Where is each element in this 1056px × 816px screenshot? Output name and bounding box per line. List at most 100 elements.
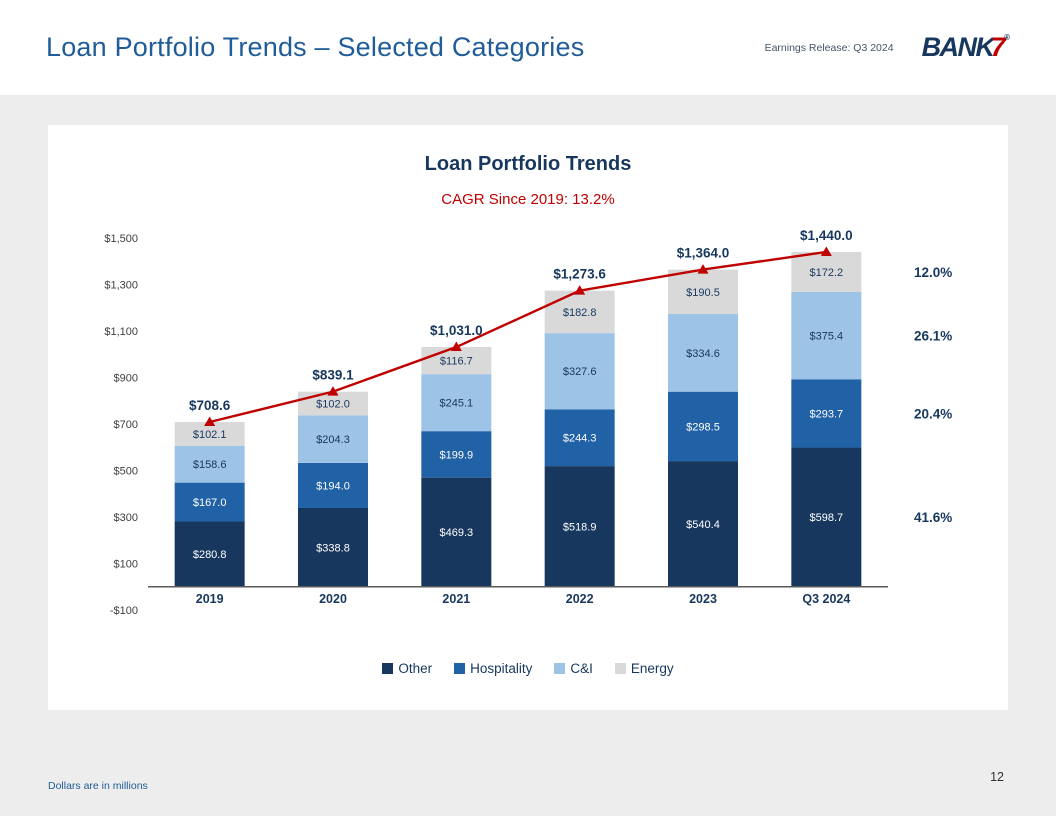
y-tick-label: $1,500 — [104, 233, 138, 245]
legend-label: Other — [398, 661, 433, 676]
legend-item: Hospitality — [454, 661, 532, 676]
trend-marker — [697, 264, 709, 274]
legend-swatch — [382, 663, 394, 674]
chart-title: Loan Portfolio Trends — [424, 153, 632, 175]
bar-segment — [174, 445, 245, 483]
x-axis-label: Q3 2024 — [802, 592, 850, 606]
legend-label: Energy — [630, 661, 674, 676]
bar-segment — [298, 507, 368, 587]
bar-segment-label: $338.8 — [316, 542, 350, 554]
bar-segment-label: $116.7 — [440, 356, 473, 368]
bar-segment-label: $182.8 — [563, 307, 597, 319]
bar-segment-label: $102.0 — [316, 399, 350, 411]
x-axis-label: 2019 — [196, 592, 224, 606]
bar-segment-label: $375.4 — [810, 331, 844, 343]
chart-legend: Other Hospitality C&I Energy — [48, 661, 1008, 676]
trend-marker — [327, 386, 339, 396]
trend-marker — [820, 246, 832, 256]
total-label: $1,031.0 — [430, 323, 483, 338]
legend-swatch — [614, 663, 626, 674]
earnings-release-label: Earnings Release: Q3 2024 — [764, 41, 894, 54]
bar-segment — [174, 482, 245, 522]
loan-portfolio-stacked-bar-chart: -$100 $100 $300 $500 $700 $900 $1,100 $1,300 $1,… — [58, 214, 998, 651]
chart-card: Loan Portfolio Trends CAGR Since 2019: 1… — [48, 125, 1008, 710]
bar-segment-label: $190.5 — [686, 287, 720, 299]
legend-swatch — [454, 663, 466, 674]
pct-annotation: 26.1% — [914, 329, 952, 344]
trend-marker — [574, 285, 586, 295]
bar-segment-label: $598.7 — [810, 512, 844, 524]
bar-segment-label: $167.0 — [193, 497, 227, 509]
bar-segment-label: $293.7 — [810, 408, 844, 420]
trend-marker — [204, 416, 216, 427]
legend-label: C&I — [570, 661, 593, 676]
bar-segment — [544, 409, 615, 467]
header-right: Earnings Release: Q3 2024 BANK7® — [765, 34, 1010, 61]
bar-segment — [668, 313, 738, 392]
y-tick-label: $700 — [114, 419, 138, 431]
total-label: $1,273.6 — [553, 267, 606, 282]
bar-segment — [298, 462, 368, 508]
logo-seven-text: 7 — [990, 32, 1006, 62]
trend-line — [209, 250, 827, 424]
trend-marker — [450, 341, 462, 352]
total-label: $708.6 — [189, 398, 231, 413]
bar-segment-label: $204.3 — [316, 434, 350, 446]
bar-segment — [421, 347, 492, 375]
x-axis-label: 2020 — [319, 592, 347, 606]
legend-item: Other — [382, 661, 432, 676]
bar-segment-label: $327.6 — [563, 366, 597, 378]
bar-segment-label: $298.5 — [686, 421, 720, 433]
bar-segment — [544, 333, 615, 410]
bar-segment-label: $334.6 — [686, 348, 720, 360]
y-tick-label: $300 — [114, 512, 138, 524]
logo-bank-text: BANK — [921, 32, 996, 62]
y-tick-label: $1,100 — [104, 326, 138, 338]
y-tick-label: $900 — [114, 373, 138, 385]
total-label: $839.1 — [312, 368, 354, 383]
y-tick-label: $500 — [114, 466, 138, 478]
bar-segment — [668, 269, 738, 314]
total-label: $1,364.0 — [677, 246, 730, 261]
bar-segment — [421, 374, 492, 432]
bar-segment-label: $540.4 — [686, 519, 720, 531]
legend-item: Energy — [614, 661, 674, 676]
bar-segment — [298, 415, 368, 463]
total-label: $1,440.0 — [800, 228, 853, 243]
bar-segment — [668, 391, 738, 462]
logo-registered-mark: ® — [1004, 33, 1010, 42]
slide-header: Loan Portfolio Trends – Selected Categor… — [0, 0, 1056, 95]
bar-segment-label: $518.9 — [563, 521, 597, 533]
bar-segment — [298, 391, 368, 416]
y-tick-label: $1,300 — [104, 280, 138, 292]
x-axis-label: 2023 — [689, 592, 717, 606]
bar-segment-label: $172.2 — [810, 267, 844, 279]
bar-segment — [421, 477, 492, 587]
pct-annotation: 12.0% — [914, 265, 952, 280]
x-axis-label: 2022 — [566, 592, 594, 606]
bar-segment-label: $469.3 — [440, 527, 474, 539]
bar-segment-label: $102.1 — [193, 429, 227, 441]
bar-segment — [791, 251, 862, 292]
chart-subtitle: CAGR Since 2019: 13.2% — [441, 191, 615, 208]
bar-segment-label: $245.1 — [440, 398, 474, 410]
bar-segment-label: $244.3 — [563, 433, 597, 445]
y-tick-label: -$100 — [110, 605, 138, 617]
pct-annotation: 20.4% — [914, 406, 952, 421]
x-axis-label: 2021 — [442, 592, 470, 606]
bar-segment-label: $194.0 — [316, 480, 350, 492]
bar-segment — [544, 466, 615, 587]
slide-title: Loan Portfolio Trends – Selected Categor… — [46, 32, 585, 62]
bar-segment-label: $199.9 — [440, 449, 474, 461]
footnote: Dollars are in millions — [48, 780, 148, 792]
y-tick-label: $100 — [114, 559, 138, 571]
bar-segment-label: $280.8 — [193, 549, 227, 561]
bar-segment — [544, 290, 615, 334]
page-number: 12 — [990, 770, 1004, 784]
bar-segment — [791, 447, 862, 587]
bar-segment — [791, 291, 862, 380]
chart-svg: -$100 $100 $300 $500 $700 $900 $1,100 $1,300 $1,… — [104, 228, 952, 617]
bar-segment — [791, 379, 862, 448]
legend-label: Hospitality — [470, 661, 533, 676]
